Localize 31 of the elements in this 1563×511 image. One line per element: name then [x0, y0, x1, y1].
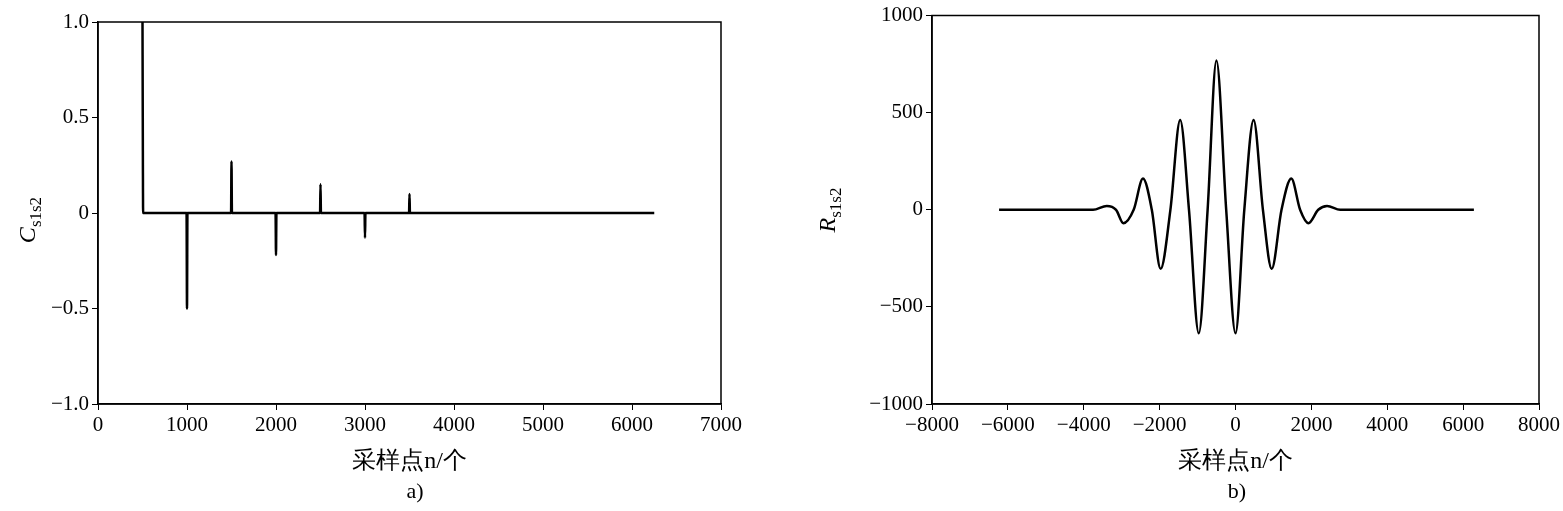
x-tick-label: 4000 — [433, 412, 475, 437]
y-tick-label: −500 — [879, 293, 923, 318]
y-tick-label: −1000 — [869, 390, 923, 415]
line-series — [997, 59, 1476, 335]
x-tick-label: 8000 — [1518, 412, 1560, 437]
x-tick-label: 7000 — [700, 412, 742, 437]
x-tick-label: −2000 — [1132, 412, 1187, 437]
text: b) — [1227, 478, 1247, 504]
y-tick-label: 1000 — [881, 2, 923, 27]
y-tick-label: −1.0 — [50, 390, 89, 415]
x-tick-label: 5000 — [522, 412, 564, 437]
x-tick-label: 2000 — [1290, 412, 1333, 437]
x-tick-label: 1000 — [166, 412, 208, 437]
x-tick-label: 3000 — [344, 412, 386, 437]
x-axis-title: 采样点n/个 — [352, 446, 467, 473]
y-tick-label: −0.5 — [50, 295, 89, 320]
y-tick-label: 0.5 — [62, 104, 89, 129]
x-tick-label: −6000 — [980, 412, 1035, 437]
y-tick-label: 500 — [891, 99, 923, 124]
x-tick-label: 6000 — [1442, 412, 1485, 437]
x-tick-label: 0 — [1230, 412, 1241, 437]
x-tick-label: 2000 — [255, 412, 297, 437]
y-tick-label: 1.0 — [62, 8, 89, 33]
x-axis-title: 采样点n/个 — [1178, 446, 1293, 473]
x-tick-label: −4000 — [1056, 412, 1111, 437]
y-tick-label: 0 — [78, 199, 89, 224]
x-tick-label: 6000 — [611, 412, 653, 437]
y-tick-label: 0 — [912, 196, 923, 221]
text: a) — [406, 478, 424, 504]
x-tick-label: 4000 — [1366, 412, 1409, 437]
x-tick-label: −8000 — [905, 412, 959, 437]
